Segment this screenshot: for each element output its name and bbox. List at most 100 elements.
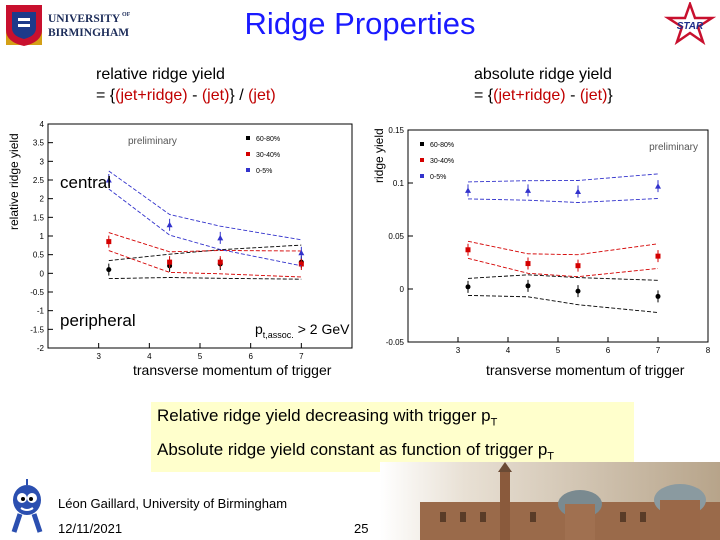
- university-line1: UNIVERSITY: [48, 13, 121, 25]
- right-plot-data-point: [525, 187, 531, 193]
- left-plot-y-tick-label: 2.5: [33, 176, 45, 185]
- right-plot-data-point: [465, 247, 471, 253]
- right-plot-series-envelope: [467, 198, 659, 203]
- left-title-line2: = {(jet+ridge) - (jet)} / (jet): [96, 85, 276, 106]
- left-plot-x-tick-label: 7: [299, 352, 304, 361]
- right-plot-x-tick-label: 5: [556, 346, 561, 355]
- left-plot-data-point: [105, 177, 112, 183]
- right-plot-data-point: [465, 284, 471, 290]
- left-plot-x-tick-label: 5: [198, 352, 203, 361]
- left-plot-x-tick-label: 6: [248, 352, 253, 361]
- campus-photo: [380, 462, 720, 540]
- left-plot-series-envelope: [108, 232, 302, 253]
- left-plot-x-tick-label: 4: [147, 352, 152, 361]
- right-plot-x-tick-label: 6: [606, 346, 611, 355]
- page-number: 25: [354, 521, 369, 536]
- left-plot-preliminary-label: preliminary: [128, 136, 177, 147]
- left-plot-data-point: [167, 259, 173, 265]
- left-plot-data-point: [217, 259, 223, 265]
- left-plot-legend-marker: [246, 136, 250, 140]
- right-plot-data-point: [655, 253, 661, 259]
- left-plot-legend-label: 60-80%: [256, 136, 280, 143]
- right-plot-y-tick-label: 0.1: [393, 179, 405, 188]
- left-plot-series-envelope: [108, 188, 302, 267]
- left-plot-y-tick-label: -1: [37, 307, 45, 316]
- star-logo-text: STAR: [677, 21, 704, 32]
- left-x-axis-label: transverse momentum of trigger: [133, 362, 332, 378]
- right-x-axis-label: transverse momentum of trigger: [486, 362, 685, 378]
- left-plot-y-tick-label: 1: [40, 232, 45, 241]
- university-of: OF: [122, 12, 131, 18]
- left-plot-y-tick-label: 4: [40, 120, 45, 129]
- left-plot-legend-marker: [246, 168, 250, 172]
- star-experiment-logo: STAR: [664, 2, 716, 46]
- right-panel-title: absolute ridge yield = {(jet+ridge) - (j…: [474, 64, 613, 106]
- left-plot-series-envelope: [108, 250, 302, 278]
- right-plot-series-envelope: [467, 274, 659, 281]
- right-plot-y-tick-label: -0.05: [386, 338, 405, 347]
- left-plot-y-tick-label: 0.5: [33, 251, 45, 260]
- left-plot-data-point: [106, 267, 112, 273]
- right-plot-x-tick-label: 4: [506, 346, 511, 355]
- right-plot-legend-label: 60-80%: [430, 142, 454, 149]
- left-panel-title: relative ridge yield = {(jet+ridge) - (j…: [96, 64, 276, 106]
- left-plot-series-envelope: [108, 277, 302, 280]
- right-plot-preliminary-label: preliminary: [649, 142, 698, 153]
- left-plot-legend-label: 0-5%: [256, 168, 272, 175]
- right-y-axis-label: ridge yield: [372, 128, 386, 183]
- mascot-icon: [11, 479, 43, 533]
- right-plot-legend-marker: [420, 174, 424, 178]
- left-plot-y-tick-label: 1.5: [33, 213, 45, 222]
- right-plot-data-point: [525, 261, 531, 267]
- right-plot-legend-label: 0-5%: [430, 174, 446, 181]
- relative-ridge-yield-plot: -2 -1.5 -1 -0.5 0 0.5 1 1.5 2 2.5 3 3.5 4 3 4 5 6 7 prelim…: [30, 120, 353, 361]
- page-title: Ridge Properties: [244, 6, 476, 41]
- left-plot-y-tick-label: 3.5: [33, 139, 45, 148]
- absolute-ridge-yield-plot: -0.05 0 0.05 0.1 0.15 3 4 5 6 7 8 preliminary 60-80%…: [386, 126, 711, 355]
- right-plot-data-point: [655, 293, 661, 299]
- left-plot-data-point: [298, 249, 305, 256]
- right-plot-data-point: [575, 188, 581, 194]
- right-plot-data-point: [575, 263, 581, 269]
- footer-author: Léon Gaillard, University of Birmingham: [58, 496, 288, 511]
- right-plot-data-point: [465, 187, 471, 193]
- right-plot-x-tick-label: 8: [706, 346, 711, 355]
- right-plot-data-point: [575, 288, 581, 294]
- right-plot-y-tick-label: 0.05: [388, 232, 404, 241]
- right-plot-series-envelope: [467, 240, 659, 256]
- university-line2: BIRMINGHAM: [48, 27, 129, 39]
- right-title-line2-text: = {(jet+ridge) - (jet)}: [474, 87, 613, 104]
- right-plot-series-envelope: [467, 173, 659, 183]
- left-plot-series-envelope: [108, 170, 302, 241]
- right-plot-legend-marker: [420, 158, 424, 162]
- left-plot-legend-label: 30-40%: [256, 152, 280, 159]
- right-plot-x-tick-label: 3: [456, 346, 461, 355]
- central-label: central: [60, 173, 112, 192]
- left-plot-data-point: [106, 239, 112, 245]
- right-plot-x-tick-label: 7: [656, 346, 661, 355]
- right-plot-data-point: [655, 183, 661, 189]
- left-y-axis-label: relative ridge yield: [7, 133, 21, 230]
- left-plot-x-tick-label: 3: [96, 352, 101, 361]
- summary-box: Relative ridge yield decreasing with tri…: [151, 402, 634, 472]
- left-plot-data-point: [298, 261, 304, 267]
- left-plot-data-point: [166, 221, 173, 228]
- footer-date: 12/11/2021: [58, 521, 123, 536]
- left-title-line2-text: = {(jet+ridge) - (jet)} / (jet): [96, 87, 276, 104]
- summary-line1: Relative ridge yield decreasing with tri…: [157, 406, 498, 429]
- associated-pt-cut-label: pt,assoc. > 2 GeV: [255, 321, 350, 340]
- right-plot-legend-label: 30-40%: [430, 158, 454, 165]
- right-plot-series-envelope: [467, 294, 659, 313]
- right-plot-data-point: [525, 283, 531, 289]
- left-plot-y-tick-label: -0.5: [30, 288, 44, 297]
- left-plot-y-tick-label: -2: [37, 344, 45, 353]
- university-of-birmingham-logo: UNIVERSITY OF BIRMINGHAM: [6, 5, 131, 46]
- left-plot-series-envelope: [108, 244, 302, 262]
- right-plot-y-tick-label: 0.15: [388, 126, 404, 135]
- peripheral-label: peripheral: [60, 311, 136, 330]
- right-title-line2: = {(jet+ridge) - (jet)}: [474, 85, 613, 106]
- summary-line2: Absolute ridge yield constant as functio…: [157, 440, 555, 463]
- left-plot-legend-marker: [246, 152, 250, 156]
- left-plot-y-tick-label: 2: [40, 195, 45, 204]
- left-plot-y-tick-label: -1.5: [30, 325, 44, 334]
